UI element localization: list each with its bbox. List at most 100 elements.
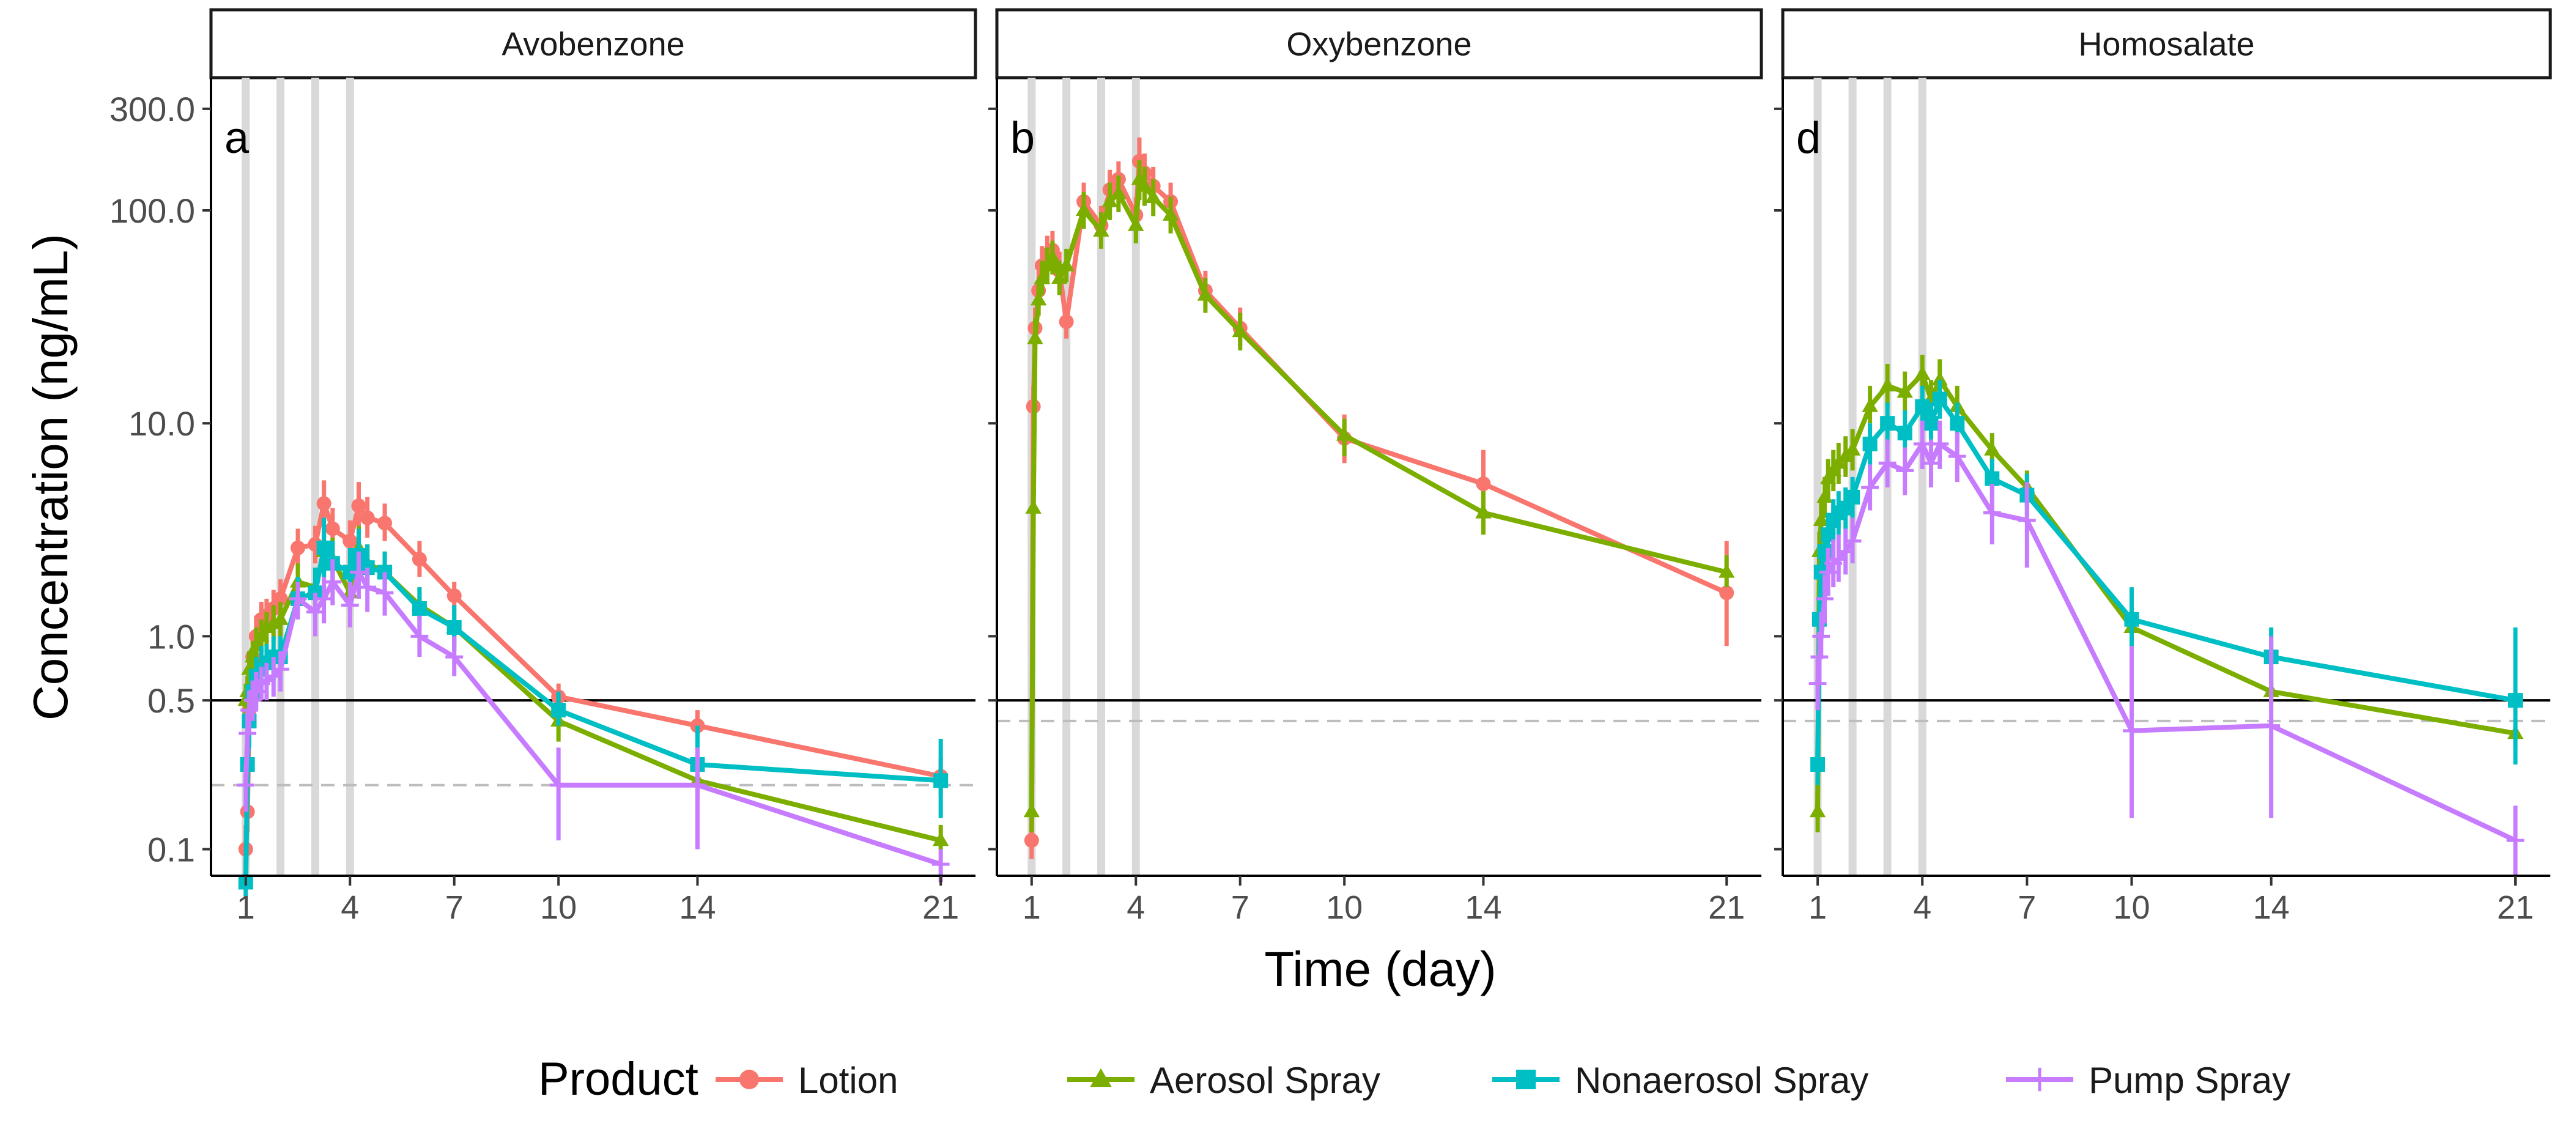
facet-strip (1781, 8, 2552, 80)
data-point (1897, 383, 1913, 398)
data-point (1932, 391, 1947, 407)
data-point (1101, 193, 1118, 207)
data-point (412, 601, 427, 616)
data-point (1718, 563, 1735, 578)
panel-tag: a (224, 114, 250, 163)
legend-key-marker (1090, 1068, 1112, 1087)
data-point (1878, 454, 1897, 472)
data-point (315, 590, 333, 608)
data-point (351, 498, 366, 513)
data-point (342, 533, 358, 549)
data-point (1845, 489, 1860, 505)
data-point (1922, 454, 1940, 472)
data-point (273, 591, 288, 607)
data-point (377, 516, 393, 531)
data-point (1197, 286, 1214, 301)
legend-key-marker (739, 1070, 759, 1089)
data-point (1719, 585, 1734, 601)
legend-key-marker (2027, 1067, 2052, 1092)
data-point (265, 615, 282, 629)
series-aerosol-spray (1023, 160, 1735, 832)
series-nonaerosol-spray (1810, 380, 2523, 785)
data-point (1896, 462, 1914, 479)
data-point (2508, 693, 2523, 708)
x-tick-label: 10 (540, 889, 577, 926)
data-point (1819, 563, 1837, 581)
data-point (1913, 435, 1931, 453)
data-point (325, 521, 340, 536)
data-point (1816, 590, 1834, 608)
x-tick-label: 10 (1326, 889, 1363, 926)
facet-strip-label: Avobenzone (502, 26, 684, 63)
x-tick-label: 4 (1127, 889, 1145, 926)
data-point (1837, 542, 1855, 561)
data-point (237, 776, 255, 794)
data-point (253, 627, 270, 642)
data-point (933, 773, 949, 788)
data-point (289, 590, 307, 608)
data-point (1475, 504, 1492, 519)
data-point (1813, 512, 1829, 527)
x-tick-label: 1 (237, 889, 255, 926)
data-point (1162, 207, 1179, 221)
data-point (1984, 441, 2000, 456)
data-point (1812, 627, 1830, 645)
data-point (1808, 675, 1827, 692)
data-point (1897, 426, 1912, 441)
data-point (2124, 612, 2139, 627)
data-point (376, 583, 394, 602)
data-point (240, 701, 258, 719)
data-point (258, 619, 275, 634)
legend-title: Product (538, 1053, 698, 1105)
data-point (341, 596, 359, 614)
x-tick-label: 7 (1231, 889, 1249, 926)
data-point (1024, 833, 1039, 848)
panel-tag: d (1796, 114, 1821, 163)
facet-strip-label: Homosalate (2078, 26, 2254, 63)
data-point (1983, 504, 2001, 522)
x-tick-label: 10 (2113, 889, 2150, 926)
data-point (1059, 314, 1074, 330)
data-point (272, 660, 290, 678)
legend: Product Lotion Aerosol Spray Nonaerosol Spr… (538, 1053, 2290, 1105)
x-tick-label: 1 (1023, 889, 1041, 926)
x-axis-title: Time (day) (1264, 942, 1496, 996)
data-point (1030, 291, 1047, 306)
panel-tag: b (1010, 114, 1035, 163)
data-point (2262, 717, 2281, 735)
x-tick-label: 21 (2497, 889, 2534, 926)
data-point (1025, 500, 1042, 514)
data-point (1843, 532, 1862, 550)
data-point (1058, 257, 1075, 272)
y-tick-label: 0.1 (147, 831, 195, 869)
data-point (445, 648, 464, 666)
data-point (306, 603, 324, 621)
data-point (1950, 416, 1965, 431)
data-point (358, 578, 377, 596)
data-point (1880, 416, 1895, 431)
data-point (932, 832, 949, 846)
x-tick-label: 14 (2253, 889, 2290, 926)
data-point (1034, 270, 1051, 284)
data-point (549, 776, 568, 794)
y-tick-label: 10.0 (128, 404, 195, 443)
data-point (1819, 470, 1837, 484)
x-tick-label: 21 (1708, 889, 1745, 926)
data-point (551, 703, 566, 718)
data-point (1862, 436, 1878, 451)
data-point (1914, 366, 1931, 380)
legend-label: Aerosol Spray (1150, 1060, 1380, 1101)
data-point (1816, 489, 1833, 503)
data-point (1476, 476, 1491, 492)
data-point (1810, 648, 1829, 666)
data-point (1039, 257, 1056, 272)
facet-strip (995, 8, 1763, 80)
data-point (1027, 330, 1043, 344)
data-point (1809, 803, 1826, 818)
legend-entry-pump-spray: Pump Spray (2006, 1060, 2290, 1101)
x-tick-label: 7 (445, 889, 464, 926)
